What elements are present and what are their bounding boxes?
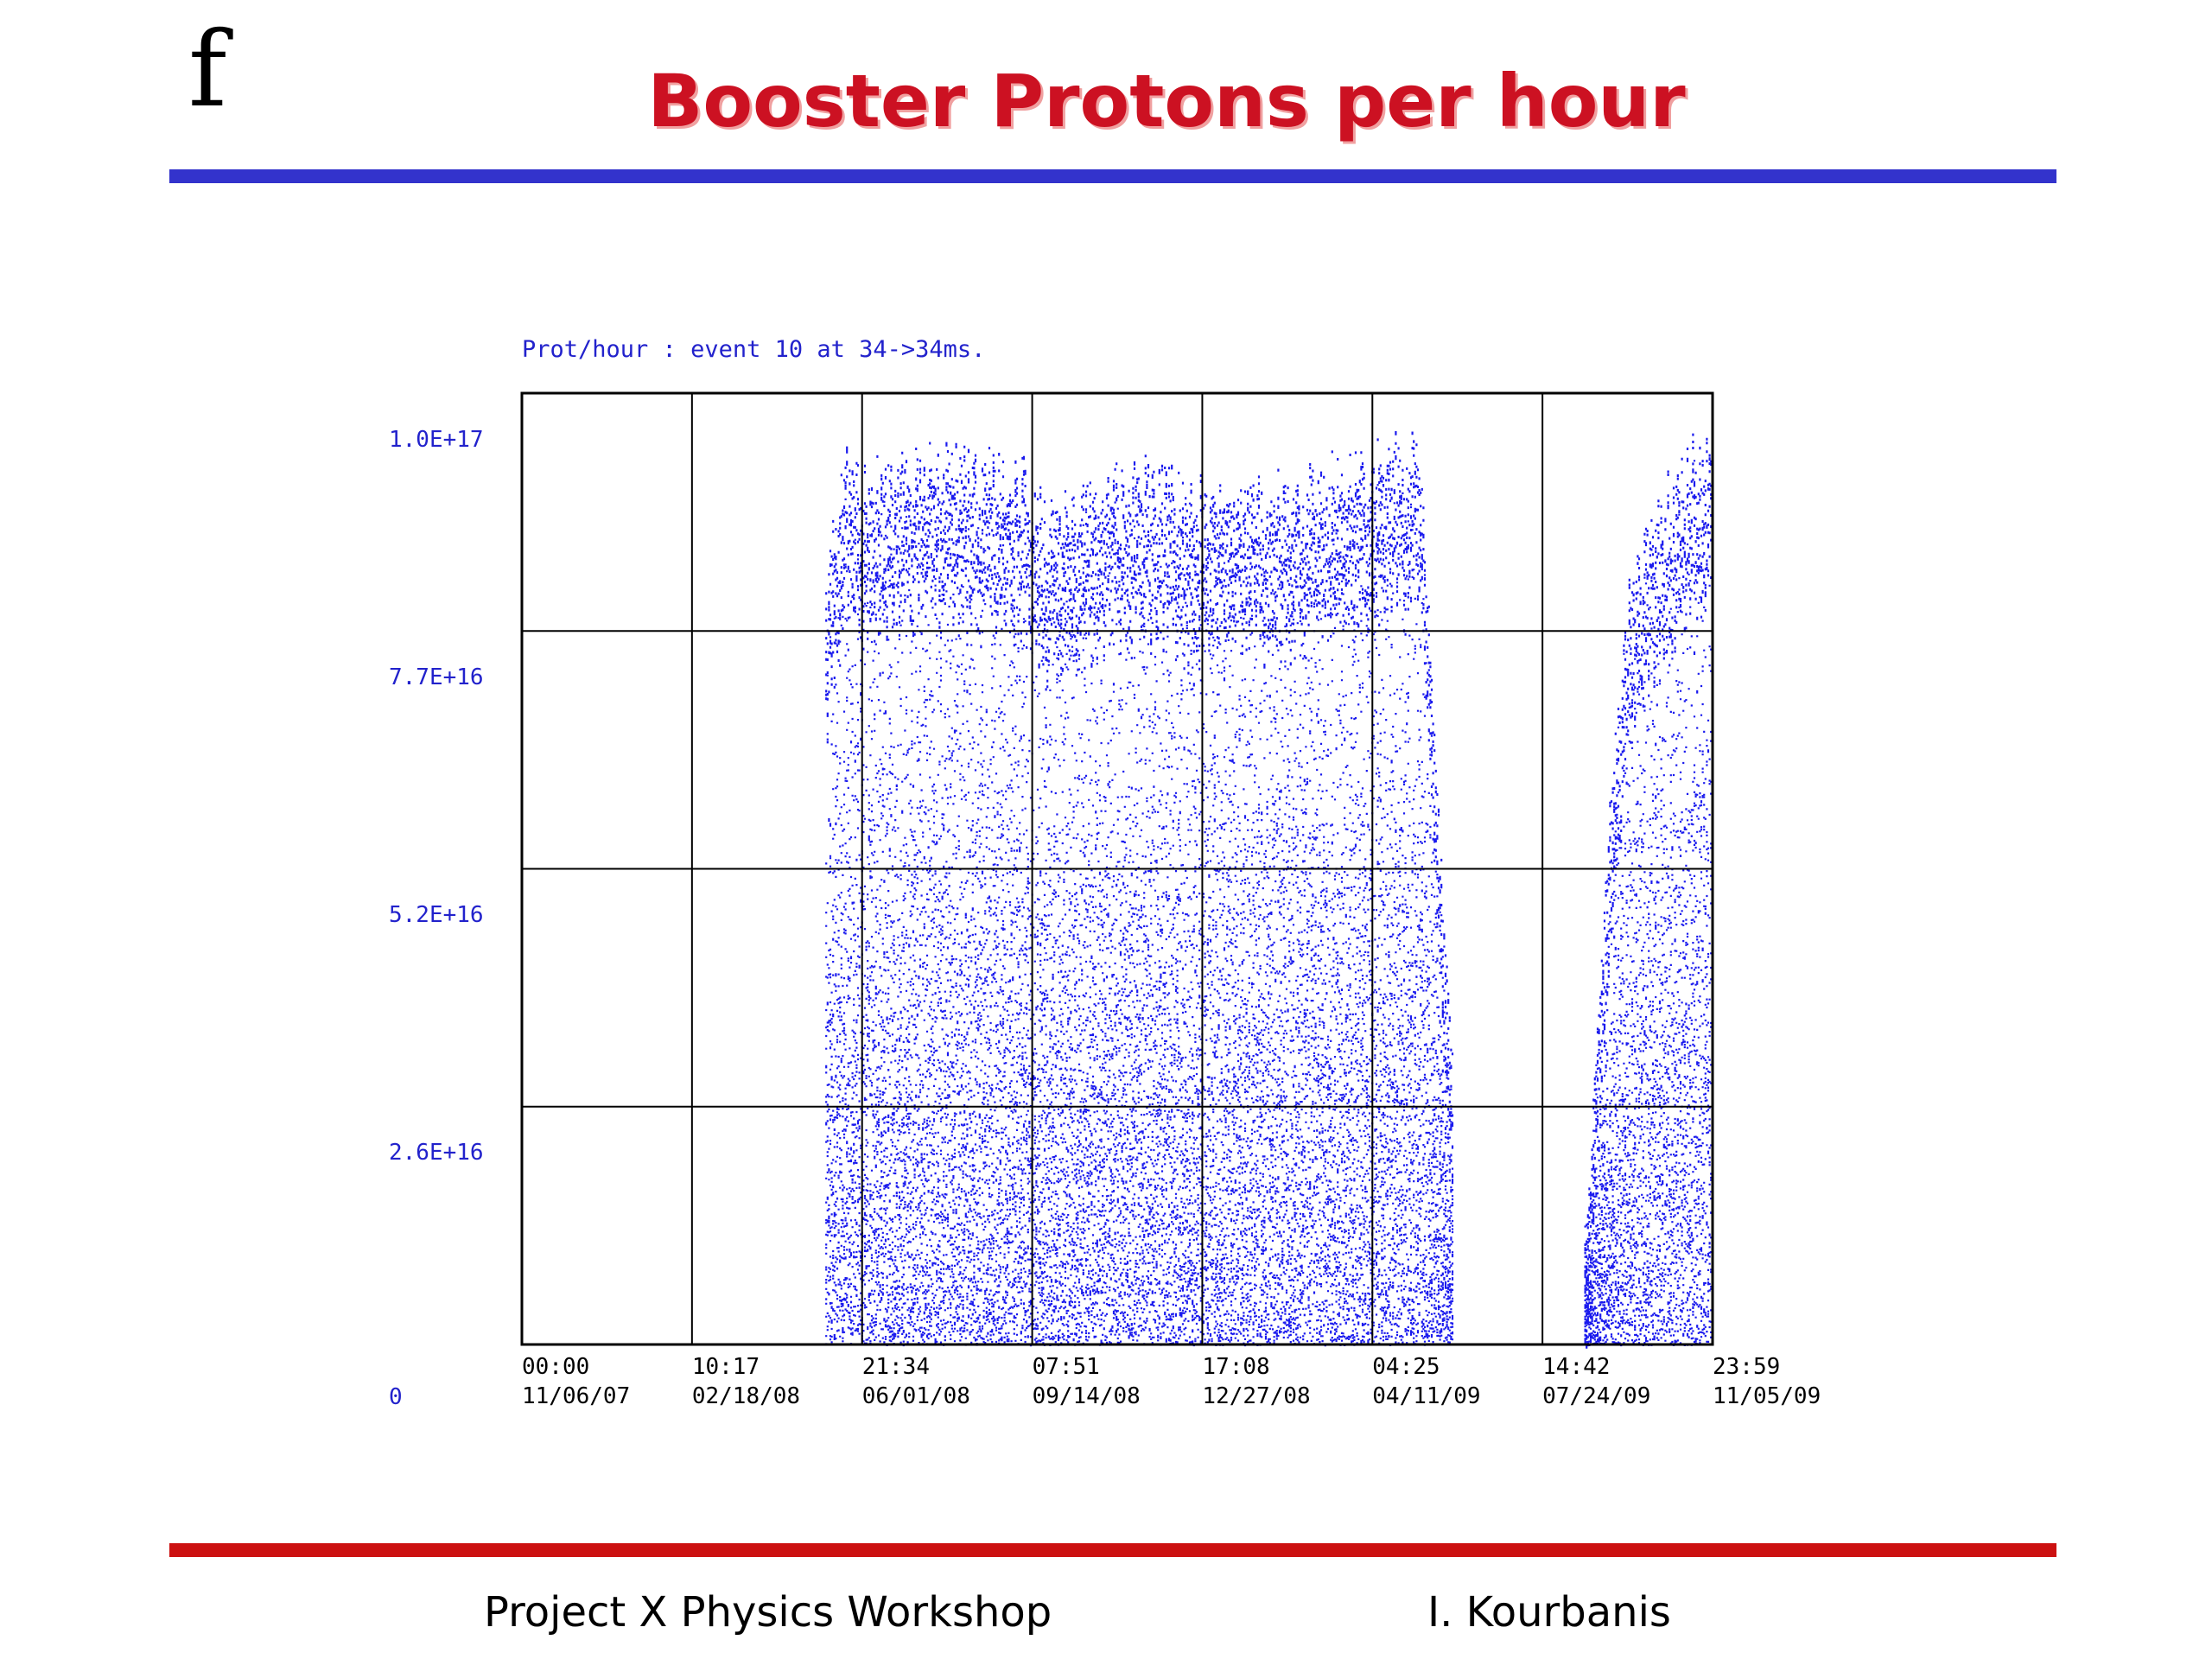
- x-tick-time: 23:59: [1713, 1354, 1780, 1380]
- x-axis-ticks: 00:00 11/06/07 10:17 02/18/08 21:34 06/01/08 0…: [522, 1354, 1821, 1409]
- x-tick-time: 14:42: [1542, 1354, 1610, 1380]
- top-divider: [169, 169, 2056, 183]
- y-tick-label: 0: [389, 1384, 403, 1410]
- x-tick-time: 17:08: [1202, 1354, 1269, 1380]
- x-tick-time: 10:17: [692, 1354, 760, 1380]
- bottom-divider: [169, 1543, 2056, 1557]
- x-tick-date: 11/05/09: [1713, 1383, 1821, 1409]
- footer-event-name: Project X Physics Workshop: [484, 1588, 1052, 1637]
- x-tick-time: 21:34: [862, 1354, 930, 1380]
- fermilab-logo: f: [188, 10, 227, 130]
- y-tick-label: 7.7E+16: [389, 664, 484, 690]
- plot-frame: [520, 391, 1714, 1346]
- x-tick-date: 12/27/08: [1202, 1383, 1310, 1409]
- x-tick-date: 11/06/07: [522, 1383, 630, 1409]
- grid-layer: [522, 393, 1713, 1344]
- y-tick-label: 1.0E+17: [389, 427, 484, 453]
- x-tick-date: 07/24/09: [1542, 1383, 1650, 1409]
- chart-title: Prot/hour : event 10 at 34->34ms.: [522, 336, 985, 363]
- data-layer: [825, 431, 1713, 1349]
- x-tick-date: 06/01/08: [862, 1383, 970, 1409]
- footer-author: I. Kourbanis: [1427, 1588, 1671, 1637]
- y-tick-label: 5.2E+16: [389, 902, 484, 928]
- x-tick-date: 04/11/09: [1372, 1383, 1480, 1409]
- data-points: [825, 431, 1713, 1349]
- x-tick-time: 00:00: [522, 1354, 589, 1380]
- x-tick-date: 02/18/08: [692, 1383, 800, 1409]
- y-axis-ticks: 1.0E+17 7.7E+16 5.2E+16 2.6E+16 0: [389, 427, 484, 1410]
- x-tick-time: 04:25: [1372, 1354, 1440, 1380]
- x-tick-time: 07:51: [1033, 1354, 1100, 1380]
- slide-title: Booster Protons per hour: [647, 59, 1686, 143]
- x-tick-date: 09/14/08: [1033, 1383, 1141, 1409]
- y-tick-label: 2.6E+16: [389, 1140, 484, 1166]
